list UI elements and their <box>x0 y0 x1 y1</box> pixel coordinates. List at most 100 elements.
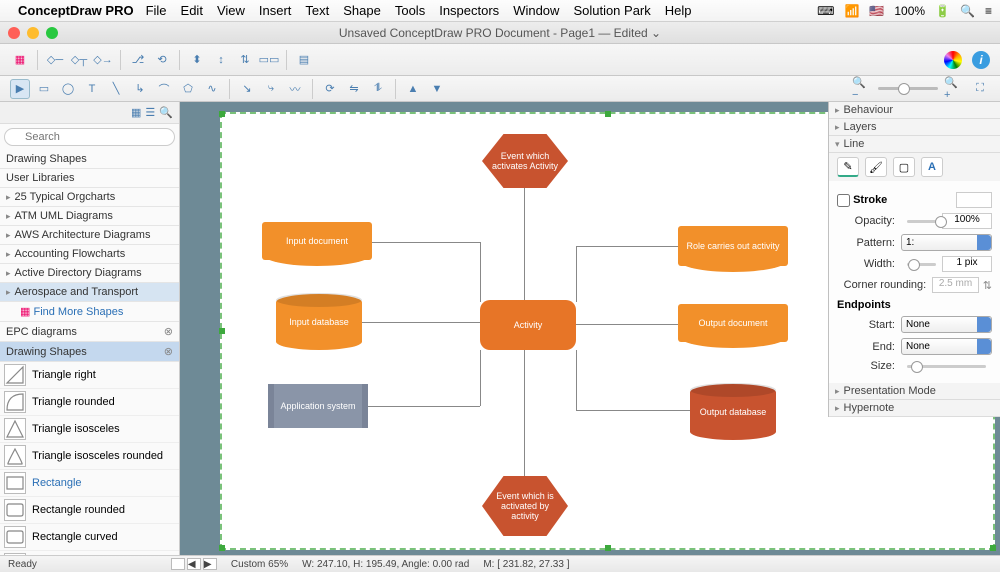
close-category-icon[interactable]: ⊗ <box>164 345 173 358</box>
shape-item[interactable]: Rectangle <box>0 470 179 497</box>
chain-tool-icon[interactable]: ◇→ <box>93 50 113 70</box>
shape-item[interactable]: Triangle right <box>0 362 179 389</box>
text-tool-icon[interactable]: T <box>82 79 102 99</box>
selection-handle[interactable] <box>605 111 611 117</box>
connector-edge[interactable] <box>576 350 577 410</box>
maximize-window-button[interactable] <box>46 27 58 39</box>
inspector-section-layers[interactable]: Layers <box>829 119 1000 136</box>
minimize-window-button[interactable] <box>27 27 39 39</box>
flip-h-icon[interactable]: ⇋ <box>344 79 364 99</box>
diagram-node-db1[interactable]: Input database <box>276 294 362 350</box>
connector-edge[interactable] <box>576 246 678 247</box>
shadow-tab-icon[interactable]: ▢ <box>893 157 915 177</box>
shape-item[interactable]: Triangle isosceles <box>0 416 179 443</box>
pattern-dropdown[interactable]: 1: <box>901 234 992 251</box>
menu-file[interactable]: File <box>146 3 167 18</box>
menu-text[interactable]: Text <box>305 3 329 18</box>
flip-v-icon[interactable]: ⥮ <box>368 79 388 99</box>
arc-tool-icon[interactable]: ⌒ <box>154 79 174 99</box>
diagram-node-ev2[interactable]: Event which is activated by activity <box>482 476 568 536</box>
connector-edge[interactable] <box>576 410 690 411</box>
zoom-fit-icon[interactable]: ⛶ <box>970 79 990 99</box>
diagram-node-role[interactable]: Role carries out activity <box>678 226 788 266</box>
poly-tool-icon[interactable]: ⬠ <box>178 79 198 99</box>
library-category[interactable]: Active Directory Diagrams <box>0 264 179 283</box>
connector-tool-icon[interactable]: ↳ <box>130 79 150 99</box>
shape-item[interactable]: Triangle rounded <box>0 389 179 416</box>
stroke-checkbox[interactable] <box>837 194 850 207</box>
endpoint-size-slider[interactable] <box>907 365 986 368</box>
diagram-node-act[interactable]: Activity <box>480 300 576 350</box>
shape-item[interactable]: Triangle isosceles rounded <box>0 443 179 470</box>
menu-help[interactable]: Help <box>665 3 692 18</box>
text-tab-icon[interactable]: A <box>921 157 943 177</box>
search-tab-icon[interactable]: 🔍 <box>159 106 173 119</box>
selection-handle[interactable] <box>219 545 225 551</box>
connector-edge[interactable] <box>480 242 481 302</box>
library-category[interactable]: Aerospace and Transport <box>0 283 179 302</box>
diagram-node-db2[interactable]: Output database <box>690 384 776 440</box>
zoom-in-icon[interactable]: 🔍+ <box>944 79 964 99</box>
rotate-tool-icon[interactable]: ⟳ <box>320 79 340 99</box>
list-view-icon[interactable]: ☰ <box>145 106 155 119</box>
inspector-section-presentation[interactable]: Presentation Mode <box>829 383 1000 400</box>
connector-edge[interactable] <box>524 350 525 476</box>
org-tool-icon[interactable]: ◇┬ <box>69 50 89 70</box>
misc-tool-icon[interactable]: ▤ <box>294 50 314 70</box>
diagram-node-app[interactable]: Application system <box>268 384 368 428</box>
arrow-tool-icon[interactable]: ↘ <box>237 79 257 99</box>
menu-shape[interactable]: Shape <box>343 3 381 18</box>
pointer-tool-icon[interactable]: ▶ <box>10 79 30 99</box>
shape-item[interactable]: Rectangle rounded <box>0 497 179 524</box>
diagram-node-doc2[interactable]: Output document <box>678 304 788 342</box>
zoom-out-icon[interactable]: 🔍− <box>852 79 872 99</box>
menu-inspectors[interactable]: Inspectors <box>439 3 499 18</box>
library-subcategory[interactable]: EPC diagrams⊗ <box>0 322 179 342</box>
hv-tool-icon[interactable]: ⬍ <box>187 50 207 70</box>
connector-edge[interactable] <box>524 188 525 300</box>
tree-tool-icon[interactable]: ◇─ <box>45 50 65 70</box>
linewidth-value[interactable]: 1 pix <box>942 256 992 272</box>
connect-tool-icon[interactable]: ⎇ <box>128 50 148 70</box>
front-icon[interactable]: ▲ <box>403 79 423 99</box>
library-category[interactable]: ATM UML Diagrams <box>0 207 179 226</box>
inspector-section-hypernote[interactable]: Hypernote <box>829 400 1000 417</box>
zoom-slider[interactable] <box>878 87 938 90</box>
inspector-section-behaviour[interactable]: Behaviour <box>829 102 1000 119</box>
smartconn-tool-icon[interactable]: ⤷ <box>261 79 281 99</box>
stroke-color-swatch[interactable] <box>956 192 992 208</box>
menu-window[interactable]: Window <box>513 3 559 18</box>
fill-style-tab-icon[interactable]: 🖌 <box>865 157 887 177</box>
opacity-slider[interactable]: .mini-slider::after{left:var(--p,0);} <box>907 220 936 223</box>
connector-edge[interactable] <box>480 350 481 406</box>
spline-tool-icon[interactable]: 〰 <box>285 79 305 99</box>
corner-value[interactable]: 2.5 mm <box>932 277 979 293</box>
linewidth-slider[interactable] <box>907 263 936 266</box>
selection-handle[interactable] <box>990 545 996 551</box>
library-category[interactable]: Drawing Shapes <box>0 150 179 169</box>
corner-stepper-icon[interactable]: ⇅ <box>983 279 992 292</box>
diagram-node-ev1[interactable]: Event which activates Activity <box>482 134 568 188</box>
library-subcategory[interactable]: Drawing Shapes⊗ <box>0 342 179 362</box>
rect-tool-icon[interactable]: ▭ <box>34 79 54 99</box>
library-toggle-icon[interactable]: ▦ <box>10 50 30 70</box>
menu-edit[interactable]: Edit <box>181 3 203 18</box>
diagram-node-doc1[interactable]: Input document <box>262 222 372 260</box>
back-icon[interactable]: ▼ <box>427 79 447 99</box>
info-icon[interactable]: i <box>972 51 990 69</box>
page-prev-button[interactable]: ◀ <box>187 558 201 570</box>
line-tool-icon[interactable]: ╲ <box>106 79 126 99</box>
library-category[interactable]: AWS Architecture Diagrams <box>0 226 179 245</box>
library-search-input[interactable] <box>4 128 175 146</box>
menu-icon[interactable]: ≡ <box>985 4 992 18</box>
library-category[interactable]: User Libraries <box>0 169 179 188</box>
connector-edge[interactable] <box>372 242 480 243</box>
keyboard-icon[interactable]: ⌨ <box>817 4 834 18</box>
selection-handle[interactable] <box>605 545 611 551</box>
grid-view-icon[interactable]: ▦ <box>131 106 141 119</box>
group-tool-icon[interactable]: ▭▭ <box>259 50 279 70</box>
connector-edge[interactable] <box>368 406 480 407</box>
selection-handle[interactable] <box>219 328 225 334</box>
endpoint-end-dropdown[interactable]: None <box>901 338 992 355</box>
opacity-value[interactable]: 100% <box>942 213 992 229</box>
